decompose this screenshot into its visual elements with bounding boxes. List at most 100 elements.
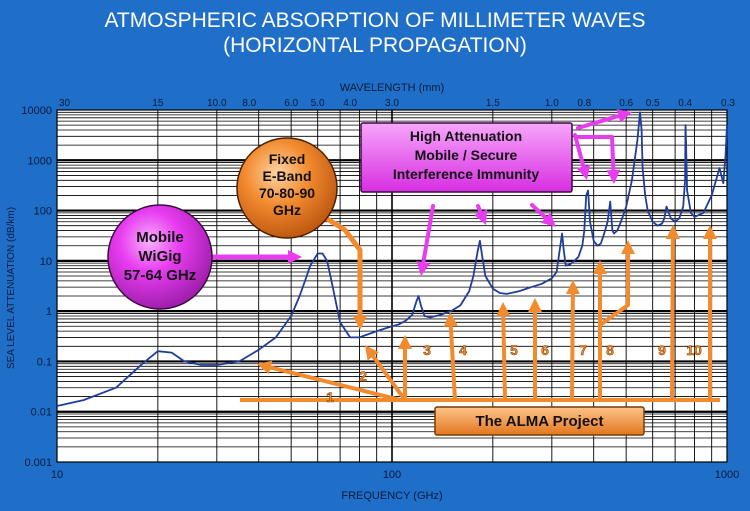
alma-arrow-7-shaft [570, 291, 575, 402]
wavelength-tick-label: 5.0 [311, 98, 325, 109]
alma-arrow-7 [565, 280, 580, 402]
ha-arrow-325-shaft [530, 203, 548, 220]
y-tick-label: 1 [46, 306, 52, 318]
wavelength-tick-label: 0.5 [646, 98, 660, 109]
wavelength-tick-label: 3.0 [385, 98, 399, 109]
wavelength-tick-label: 0.6 [619, 98, 633, 109]
wavelength-tick-label: 10.0 [207, 98, 227, 109]
wavelength-tick-label: 8.0 [242, 98, 256, 109]
alma-arrow-2-head [365, 345, 379, 361]
alma-arrow-6 [528, 298, 542, 402]
eband-label-line: E-Band [263, 168, 312, 184]
alma-arrow-2 [365, 345, 407, 402]
alma-band-label: 8 [606, 342, 614, 358]
x-axis-label: FREQUENCY (GHz) [341, 490, 442, 502]
alma-arrow-5 [496, 302, 511, 402]
alma-arrow-9-shaft [670, 236, 675, 402]
alma-band-label: 7 [579, 342, 587, 358]
y-tick-label: 0.001 [24, 457, 52, 469]
alma-arrow-10 [703, 225, 717, 402]
ha-arrow-183b-shaft [476, 204, 483, 215]
wavelength-tick-label: 1.5 [486, 98, 500, 109]
wavelength-tick-label: 15 [152, 98, 164, 109]
alma-band-label: 1 [326, 389, 334, 405]
high-attenuation-line: Mobile / Secure [415, 147, 518, 163]
alma-arrow-5-shaft [501, 313, 507, 402]
eband-label-line: 70-80-90 [259, 185, 315, 201]
y-tick-label: 1000 [28, 155, 52, 167]
ha-arrow-183 [416, 204, 435, 276]
alma-band-label: 3 [423, 342, 431, 358]
alma-arrow-8b-head [621, 240, 635, 254]
ha-arrow-380-head [576, 164, 591, 180]
eband-arrow [353, 247, 367, 330]
ha-arrow-556-head [616, 109, 632, 123]
alma-band-label: 2 [359, 368, 367, 384]
ha-arrow-183b-head [474, 209, 488, 225]
wavelength-tick-label: 0.3 [721, 98, 735, 109]
alma-box [434, 406, 645, 436]
alma-band-label: 9 [658, 342, 666, 358]
alma-band-label: 5 [510, 342, 518, 358]
alma-arrow-1-head [257, 360, 273, 375]
x-tick-label: 10 [51, 469, 63, 481]
alma-arrow-8 [593, 260, 607, 402]
wigig-label-line: Mobile [136, 229, 184, 246]
alma-band-label: 10 [686, 342, 702, 358]
attenuation-curve [56, 111, 728, 407]
alma-arrow-8-head [593, 260, 607, 274]
ha-arrow-556-shaft [576, 113, 621, 130]
alma-arrow-9 [665, 225, 680, 402]
alma-arrow-4-head [443, 312, 458, 327]
wigig-label-line: 57-64 GHz [124, 267, 197, 284]
ha-arrow-380-shaft [573, 133, 586, 169]
high-attenuation-box [360, 122, 573, 193]
y-tick-label: 10 [40, 256, 52, 268]
alma-arrow-7-head [565, 280, 580, 295]
high-attenuation-line: Interference Immunity [393, 166, 539, 182]
eband-label-line: GHz [273, 202, 301, 218]
alma-arrow-8b-connector [598, 303, 630, 327]
alma-arrow-9-head [665, 225, 680, 240]
wigig-circle [107, 204, 213, 310]
top-axis-label: WAVELENGTH (mm) [340, 82, 445, 94]
alma-arrow-3 [398, 335, 412, 402]
ha-arrow-183b [474, 204, 488, 225]
alma-arrow-6-head [528, 298, 542, 312]
y-tick-label: 0.01 [31, 407, 52, 419]
wigig-arrow [211, 250, 302, 264]
alma-label: The ALMA Project [475, 413, 603, 430]
x-tick-label: 1000 [715, 469, 739, 481]
alma-arrow-3-head [398, 335, 412, 349]
alma-arrow-1-shaft [268, 365, 402, 402]
y-tick-label: 0.1 [37, 356, 52, 368]
wavelength-tick-label: 30 [59, 98, 71, 109]
ha-arrow-556 [576, 109, 632, 130]
ha-arrow-380 [573, 133, 591, 180]
chart-title-line1: ATMOSPHERIC ABSORPTION OF MILLIMETER WAV… [104, 9, 645, 32]
ha-arrow-448-shaft [610, 135, 616, 173]
series-line-0 [56, 111, 728, 407]
alma-arrow-10-head [703, 225, 717, 239]
alma-arrow-5-head [496, 302, 511, 317]
wavelength-tick-label: 0.4 [678, 98, 692, 109]
ha-arrow-325 [530, 203, 556, 227]
wavelength-tick-label: 1.0 [545, 98, 559, 109]
wigig-arrow-head [288, 250, 302, 264]
eband-circle [236, 137, 338, 239]
alma-arrow-4-shaft [448, 323, 457, 402]
wavelength-tick-label: 0.8 [577, 98, 591, 109]
annotations: 1 2 3 4 5 6 7 8 9 10 The ALMA Project Mobile WiGig 57… [107, 109, 720, 436]
ha-arrow-183-head [416, 261, 431, 276]
alma-arrow-4 [443, 312, 458, 402]
eband-arrow-head [353, 316, 367, 330]
wavelength-tick-label: 4.0 [343, 98, 357, 109]
alma-arrow-1 [257, 360, 402, 402]
wavelength-tick-label: 6.0 [284, 98, 298, 109]
alma-arrow-2-shaft [371, 354, 407, 402]
chart-title-line2: (HORIZONTAL PROPAGATION) [223, 34, 527, 57]
alma-arrow-8b [621, 240, 635, 307]
